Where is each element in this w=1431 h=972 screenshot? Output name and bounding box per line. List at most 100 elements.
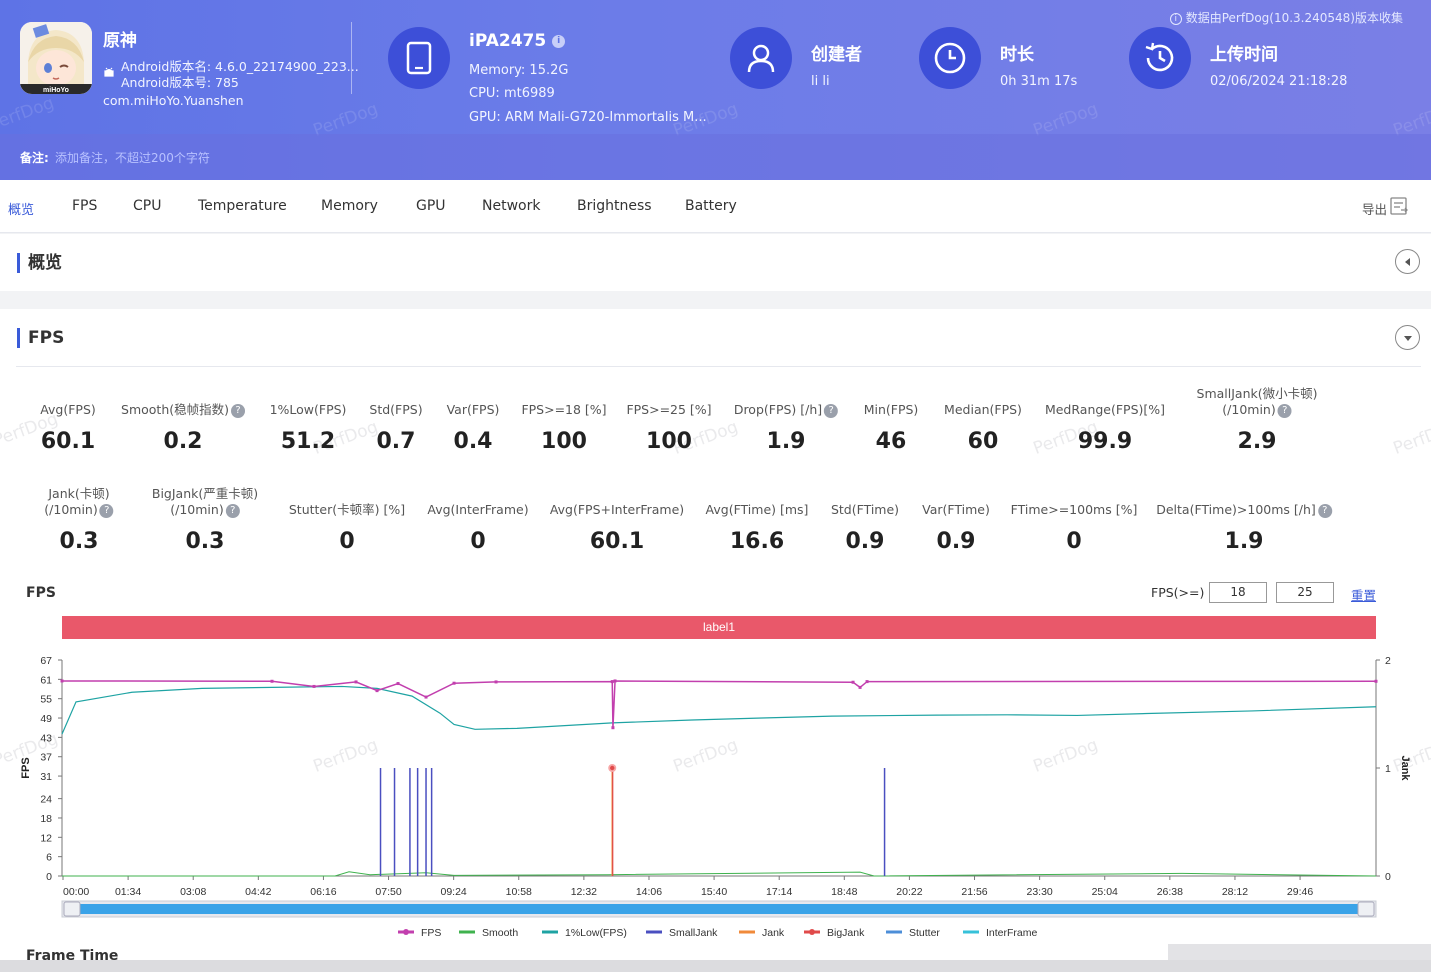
- fps-point: [611, 726, 615, 730]
- fps-point: [424, 695, 428, 699]
- zoom-handle-left[interactable]: [63, 901, 81, 917]
- expand-overview-button[interactable]: [1395, 249, 1420, 274]
- stat-value: 0.9: [845, 529, 885, 554]
- legend-item[interactable]: Jank: [762, 927, 785, 939]
- stat-label: Std(FPS): [369, 402, 423, 417]
- stat-value: 0.2: [163, 429, 203, 454]
- stat-1pct-low: 1%Low(FPS) 51.2: [270, 402, 347, 454]
- caret-down-icon: [1403, 335, 1412, 341]
- x-tick-label: 06:16: [310, 886, 336, 898]
- device-info-icon[interactable]: i: [552, 34, 566, 48]
- y-tick-label: 18: [40, 813, 52, 825]
- fps-point: [858, 685, 862, 689]
- reset-button[interactable]: 重置: [1351, 588, 1377, 603]
- y-tick-label: 24: [40, 794, 52, 806]
- stat-label: Min(FPS): [863, 402, 919, 417]
- stat-label-unit: (/10min)?: [152, 502, 258, 518]
- fps-threshold-input-1[interactable]: 18: [1209, 582, 1267, 603]
- legend-item[interactable]: FPS: [421, 927, 441, 939]
- tab-brightness[interactable]: Brightness: [577, 198, 652, 214]
- tab-gpu[interactable]: GPU: [416, 198, 446, 214]
- legend-item[interactable]: InterFrame: [986, 927, 1038, 939]
- stat-label-unit: (/10min)?: [1197, 402, 1318, 418]
- remark-label: 备注:: [20, 151, 49, 165]
- page-bottom-edge: [0, 960, 1431, 972]
- device-memory: Memory: 15.2G: [469, 63, 569, 78]
- stat-value: 51.2: [280, 429, 336, 454]
- label-band-text: label1: [703, 620, 735, 634]
- y-axis-title: FPS: [20, 757, 32, 778]
- y2-tick-label: 1: [1385, 763, 1391, 775]
- collected-by-text: 数据由PerfDog(10.3.240548)版本收集: [1185, 11, 1403, 25]
- app-package: com.miHoYo.Yuanshen: [103, 93, 244, 108]
- stat-value: 0.3: [185, 529, 225, 554]
- tab-network[interactable]: Network: [482, 198, 541, 214]
- fps-point: [1374, 679, 1378, 683]
- stat-avg-interframe: Avg(InterFrame) 0: [427, 502, 528, 554]
- x-tick-label: 21:56: [961, 886, 987, 898]
- legend-item[interactable]: BigJank: [827, 927, 865, 939]
- stat-std-fps: Std(FPS) 0.7: [369, 402, 422, 454]
- stat-value: 0.3: [59, 529, 99, 554]
- fps-line: [61, 680, 1377, 728]
- creator-value: li li: [811, 74, 830, 89]
- legend-item[interactable]: Smooth: [482, 927, 518, 939]
- zoom-handle-right[interactable]: [1357, 901, 1375, 917]
- divider: [351, 22, 352, 94]
- stat-value: 60: [967, 429, 999, 454]
- export-button[interactable]: 导出: [1361, 202, 1387, 217]
- tab-overview[interactable]: 概览: [8, 203, 35, 218]
- help-icon[interactable]: ?: [824, 403, 839, 418]
- stat-label: Avg(FPS+InterFrame): [549, 502, 685, 517]
- legend-item[interactable]: 1%Low(FPS): [565, 927, 627, 939]
- export-icon[interactable]: [1389, 196, 1409, 216]
- fps-point: [610, 680, 614, 684]
- stat-value: 99.9: [1077, 429, 1133, 454]
- tab-memory[interactable]: Memory: [321, 198, 378, 214]
- stat-label: Avg(FTime) [ms]: [705, 502, 809, 517]
- duration-title: 时长: [1000, 45, 1034, 65]
- stat-label: Median(FPS): [944, 402, 1022, 417]
- x-tick-label: 07:50: [375, 886, 401, 898]
- x-tick-label: 26:38: [1157, 886, 1183, 898]
- help-icon[interactable]: ?: [1277, 403, 1292, 418]
- stat-value: 0: [1066, 529, 1082, 554]
- app-version-name: Android版本名: 4.6.0_22174900_223...: [121, 59, 359, 74]
- y-tick-label: 6: [46, 852, 52, 864]
- x-tick-label: 18:48: [831, 886, 857, 898]
- legend-item[interactable]: SmallJank: [669, 927, 718, 939]
- tab-battery[interactable]: Battery: [685, 198, 737, 214]
- device-cpu: CPU: mt6989: [469, 86, 555, 101]
- help-icon[interactable]: ?: [225, 503, 240, 518]
- fps-point: [452, 681, 456, 685]
- help-icon[interactable]: ?: [230, 403, 245, 418]
- tab-bar: 概览 FPS CPU Temperature Memory GPU Networ…: [0, 180, 1431, 233]
- fps-point: [60, 679, 64, 683]
- stat-label: Var(FTime): [922, 502, 990, 517]
- info-icon: i: [1169, 12, 1182, 25]
- stat-fps-ge-25: FPS>=25 [%] 100: [626, 402, 711, 454]
- stat-label: Delta(FTime)>100ms [/h]?: [1156, 502, 1332, 518]
- app-name: 原神: [103, 31, 137, 51]
- help-icon[interactable]: ?: [99, 503, 114, 518]
- stat-value: 0: [470, 529, 486, 554]
- creator-title: 创建者: [811, 45, 862, 65]
- x-tick-label: 09:24: [441, 886, 467, 898]
- stat-value: 0.4: [453, 429, 493, 454]
- report-header: PerfDog PerfDog PerfDog PerfDog PerfDog …: [0, 0, 1431, 180]
- fps-threshold-input-2[interactable]: 25: [1276, 582, 1334, 603]
- tab-temperature[interactable]: Temperature: [198, 198, 287, 214]
- tab-cpu[interactable]: CPU: [133, 198, 162, 214]
- x-tick-label: 04:42: [245, 886, 271, 898]
- fps-point: [865, 680, 869, 684]
- tab-fps[interactable]: FPS: [72, 198, 98, 214]
- collapse-fps-button[interactable]: [1395, 325, 1420, 350]
- stat-value: 60.1: [40, 429, 96, 454]
- legend-item[interactable]: Stutter: [909, 927, 940, 939]
- help-icon[interactable]: ?: [1317, 503, 1332, 518]
- stat-avg-ftime: Avg(FTime) [ms] 16.6: [706, 502, 809, 554]
- remark-input[interactable]: 添加备注，不超过200个字符: [55, 151, 210, 165]
- fps-section-title: FPS: [17, 328, 64, 348]
- stat-value: 100: [646, 429, 692, 454]
